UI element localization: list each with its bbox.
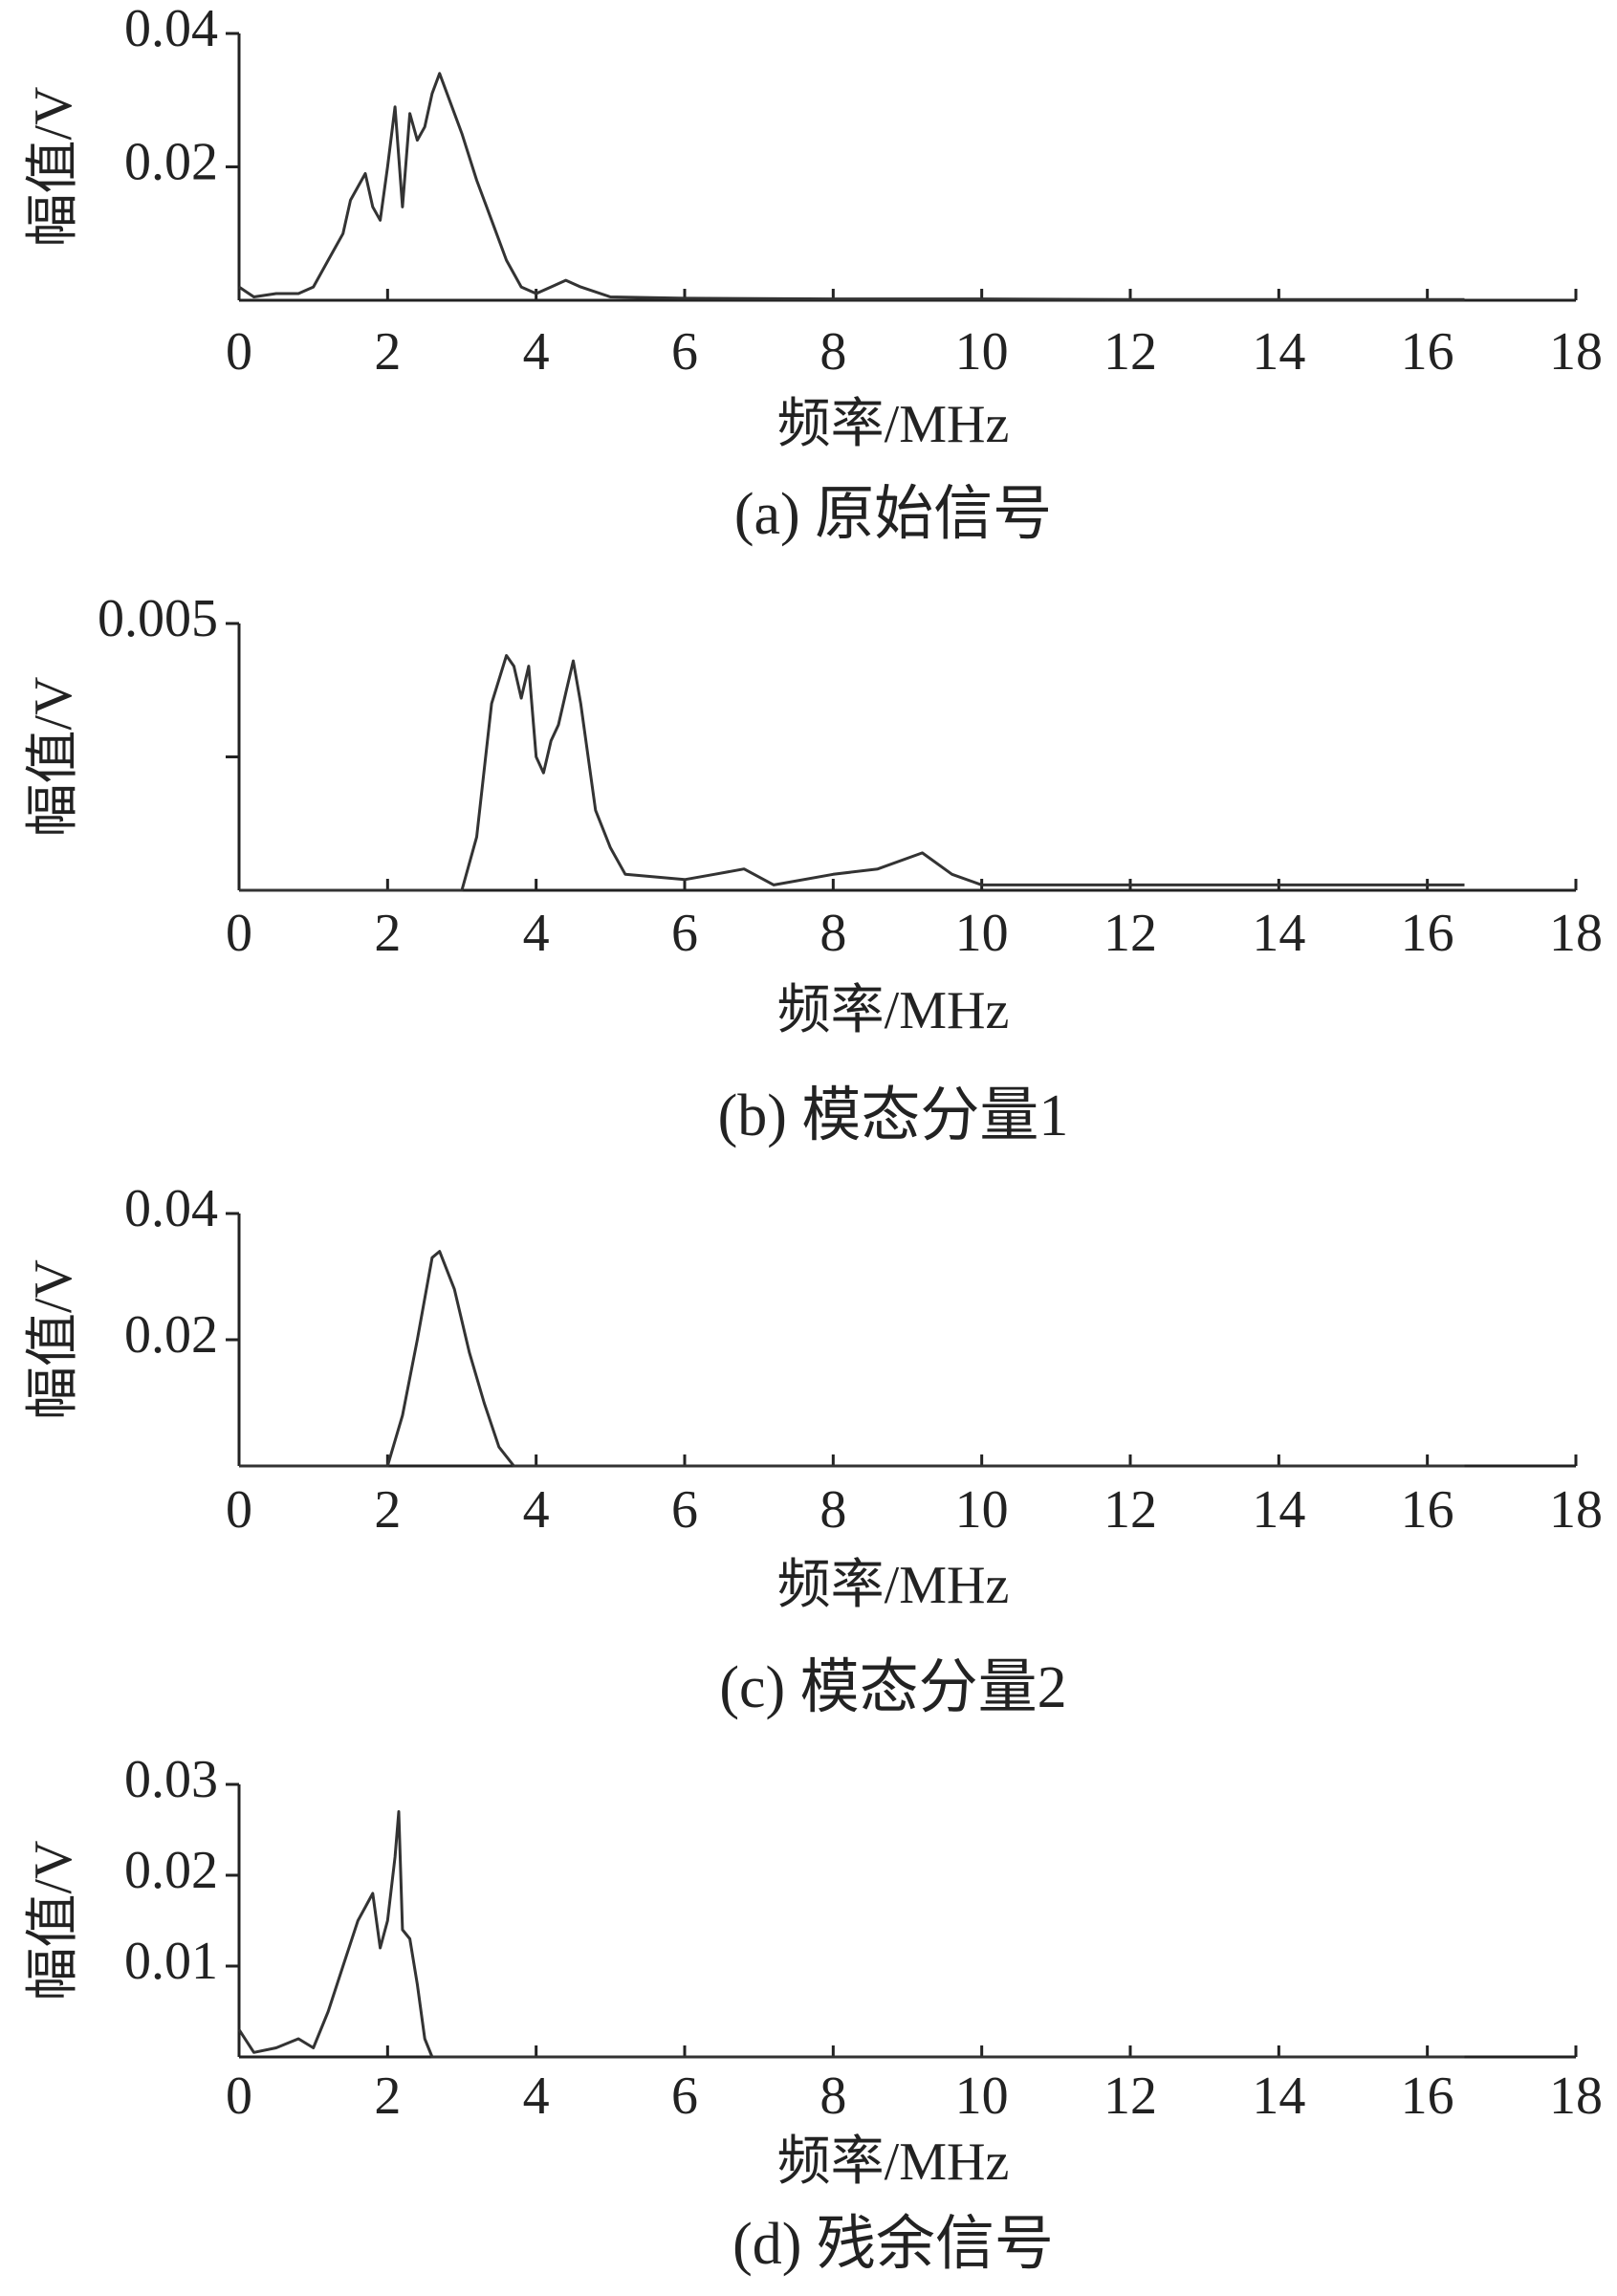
x-tick-label: 2	[374, 2066, 401, 2126]
x-tick-label: 14	[1252, 2066, 1305, 2126]
x-tick-label: 6	[671, 1480, 698, 1540]
x-tick-label: 6	[671, 2066, 698, 2126]
x-tick-label: 16	[1401, 1480, 1454, 1540]
x-tick-label: 4	[523, 1480, 550, 1540]
data-line	[237, 1810, 1465, 2059]
y-tick-label: 0.02	[124, 132, 218, 191]
caption: (a) 原始信号	[734, 482, 1052, 547]
x-axis-label: 频率/MHz	[777, 1556, 1010, 1615]
x-tick-label: 10	[955, 2066, 1009, 2126]
x-tick-label: 18	[1549, 322, 1603, 382]
x-axis-label: 频率/MHz	[777, 395, 1010, 454]
x-tick-label: 14	[1252, 1480, 1305, 1540]
y-tick-label: 0.02	[124, 1305, 218, 1365]
x-tick-label: 14	[1252, 904, 1305, 963]
y-tick-label: 0.02	[124, 1841, 218, 1900]
x-tick-label: 8	[819, 1480, 846, 1540]
data-line	[238, 72, 1465, 301]
x-tick-label: 16	[1401, 904, 1454, 963]
data-line	[239, 654, 1465, 892]
y-tick-label: 0.01	[124, 1932, 218, 1991]
x-tick-label: 6	[671, 904, 698, 963]
x-tick-label: 12	[1103, 2066, 1157, 2126]
x-axis-label: 频率/MHz	[777, 2132, 1010, 2192]
x-tick-label: 18	[1549, 904, 1603, 963]
y-axis-label: 幅值/V	[24, 1841, 83, 2001]
x-tick-label: 12	[1103, 322, 1157, 382]
x-tick-label: 10	[955, 322, 1009, 382]
caption: (c) 模态分量2	[719, 1655, 1066, 1720]
x-tick-label: 4	[523, 322, 550, 382]
x-tick-label: 12	[1103, 904, 1157, 963]
x-tick-label: 4	[523, 904, 550, 963]
x-tick-label: 0	[226, 322, 252, 382]
x-tick-label: 14	[1252, 322, 1305, 382]
x-tick-label: 6	[671, 322, 698, 382]
y-axis-label: 幅值/V	[24, 1259, 83, 1420]
caption: (b) 模态分量1	[718, 1083, 1069, 1148]
caption: (d) 残余信号	[732, 2212, 1054, 2277]
x-tick-label: 2	[374, 1480, 401, 1540]
x-tick-label: 2	[374, 904, 401, 963]
x-tick-label: 8	[819, 322, 846, 382]
x-tick-label: 8	[819, 904, 846, 963]
x-tick-label: 16	[1401, 2066, 1454, 2126]
y-axis-label: 幅值/V	[24, 677, 83, 838]
x-tick-label: 16	[1401, 322, 1454, 382]
data-line	[239, 1250, 1465, 1468]
x-tick-label: 0	[226, 1480, 252, 1540]
x-tick-label: 2	[374, 322, 401, 382]
x-axis-label: 频率/MHz	[777, 981, 1010, 1040]
x-tick-label: 0	[226, 904, 252, 963]
x-tick-label: 18	[1549, 1480, 1603, 1540]
x-tick-label: 4	[523, 2066, 550, 2126]
y-tick-label: 0.04	[124, 1179, 218, 1238]
y-tick-label: 0.005	[98, 589, 218, 648]
x-tick-label: 10	[955, 1480, 1009, 1540]
x-tick-label: 18	[1549, 2066, 1603, 2126]
x-tick-label: 8	[819, 2066, 846, 2126]
x-tick-label: 10	[955, 904, 1009, 963]
x-tick-label: 0	[226, 2066, 252, 2126]
x-tick-label: 12	[1103, 1480, 1157, 1540]
y-tick-label: 0.03	[124, 1750, 218, 1809]
y-tick-label: 0.04	[124, 0, 218, 58]
y-axis-label: 幅值/V	[24, 87, 83, 248]
